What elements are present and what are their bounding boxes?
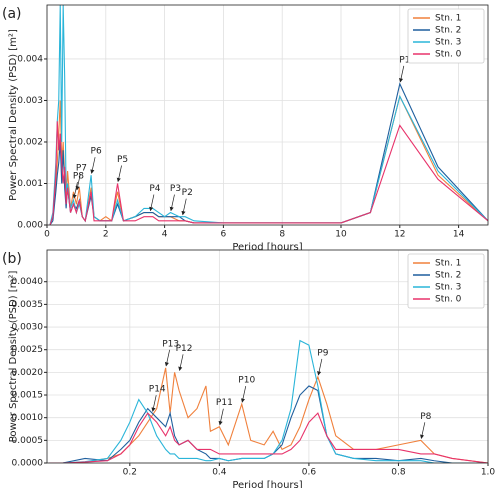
x-axis-label: Period [hours] [232,480,302,488]
plot-frame [46,249,489,464]
annotation-arrow [181,198,187,216]
x-tick-label: 8 [279,230,285,240]
x-tick-label: 4 [162,230,168,240]
annotation-arrow [169,194,175,212]
y-tick-label: 0.004 [17,54,43,64]
y-axis-label: Power Spectral Density (PSD) [m²] [8,29,19,201]
x-tick-label: 2 [103,230,109,240]
y-tick-label: 0.003 [17,96,43,106]
x-tick-label: 12 [394,230,405,240]
annotation-arrow [72,182,78,199]
y-tick-label: 0.0030 [12,323,44,333]
y-tick-label: 0.0000 [12,459,44,469]
annotation-arrow [178,354,184,372]
y-tick-label: 0.0015 [12,391,44,401]
y-axis-label: Power Spectral Density (PSD) [m²] [8,271,19,443]
annotation-label: P1 [399,55,410,65]
annotation-label: P10 [238,376,255,386]
panel-label: (b) [2,251,22,267]
panel-label: (a) [2,6,22,22]
annotation-label: P7 [76,163,87,173]
annotation-arrow [420,422,426,440]
legend-label: Stn. 0 [435,50,462,60]
legend-label: Stn. 0 [435,295,462,305]
legend-label: Stn. 2 [435,26,461,36]
x-tick-label: 0.4 [212,468,227,478]
x-tick-label: 1.0 [481,468,496,478]
series-line [49,339,488,463]
legend-label: Stn. 3 [435,38,461,48]
annotation-arrow [164,349,170,367]
x-tick-label: 0.6 [302,468,317,478]
annotation-label: P6 [91,147,102,157]
y-tick-label: 0.000 [17,221,43,231]
annotation-label: P4 [149,184,160,194]
annotation-arrow [240,386,247,403]
annotation-label: P13 [162,339,179,349]
x-tick-label: 0 [44,230,50,240]
annotation-arrow [151,395,157,412]
x-tick-label: 14 [453,230,465,240]
annotation-label: P8 [73,172,84,182]
annotation-arrow [116,165,122,183]
annotation-label: P2 [182,188,193,198]
y-tick-label: 0.0005 [12,436,44,446]
annotation-label: P11 [216,398,233,408]
annotation-arrow [398,65,405,83]
x-tick-label: 10 [335,230,347,240]
series-line [49,121,488,225]
y-tick-label: 0.0040 [12,277,44,287]
series-group [49,5,488,225]
annotation-label: P14 [149,385,166,395]
x-axis-label: Period [hours] [232,242,302,253]
annotation-arrow [75,173,81,191]
legend-label: Stn. 2 [435,271,461,281]
annotation-label: P3 [170,184,181,194]
annotation-arrow [218,408,224,426]
annotation-arrow [90,157,96,174]
annotation-label: P8 [420,412,431,422]
legend-label: Stn. 1 [435,14,461,24]
annotation-label: P12 [176,344,193,354]
series-line [49,412,488,463]
y-tick-label: 0.002 [17,137,43,147]
annotation-arrow [149,194,155,212]
legend-box [407,253,485,309]
y-tick-label: 0.0025 [12,345,44,355]
x-tick-label: 6 [221,230,227,240]
y-tick-label: 0.0010 [12,413,44,423]
plot-frame [46,4,489,226]
x-tick-label: 0.2 [123,468,137,478]
annotation-label: P9 [317,348,328,358]
series-group [49,339,488,463]
annotation-label: P5 [117,155,128,165]
annotation-arrow [317,358,323,376]
legend-box [407,8,485,64]
x-tick-label: 0.8 [391,468,406,478]
legend-label: Stn. 1 [435,259,461,269]
legend-label: Stn. 3 [435,283,461,293]
y-tick-label: 0.0035 [12,300,44,310]
y-tick-label: 0.001 [17,179,43,189]
y-tick-label: 0.0020 [12,368,44,378]
